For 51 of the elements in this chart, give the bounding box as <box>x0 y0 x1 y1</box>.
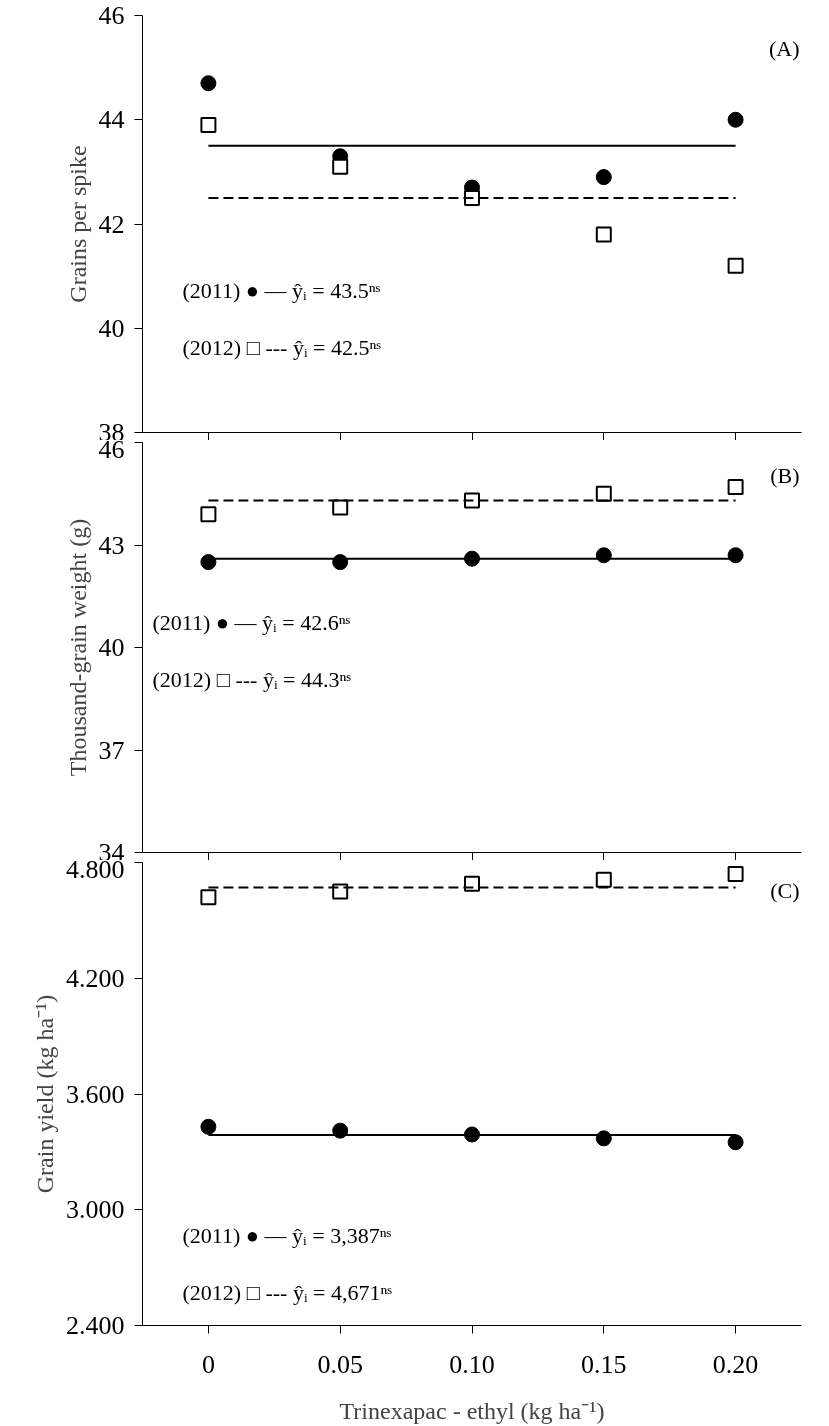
y-tick-label: 44 <box>98 105 125 135</box>
point <box>200 889 217 906</box>
y-tick-label: 40 <box>98 313 125 343</box>
point <box>595 169 612 186</box>
annotation: (C) <box>770 877 800 903</box>
point <box>595 485 612 502</box>
annotation: (2011) ● — ŷᵢ = 43.5ⁿˢ <box>182 277 381 303</box>
point <box>200 506 217 523</box>
point <box>200 75 217 92</box>
x-tick-label: 0.15 <box>581 1349 627 1379</box>
annotation: (B) <box>770 462 800 488</box>
y-tick-label: 2.400 <box>66 1311 125 1340</box>
point <box>727 257 744 274</box>
annotation: (2012) □ --- ŷᵢ = 4,671ⁿˢ <box>182 1279 393 1305</box>
y-tick-label: 43 <box>98 530 125 560</box>
y-tick-label: 37 <box>98 735 125 765</box>
annotation: (2011) ● — ŷᵢ = 3,387ⁿˢ <box>182 1222 392 1248</box>
y-tick-label: 3.600 <box>66 1079 125 1109</box>
point <box>727 478 744 495</box>
annotation: (A) <box>768 35 800 61</box>
y-tick-label: 42 <box>98 209 125 239</box>
x-tick-label: 0.20 <box>712 1349 759 1379</box>
x-axis-title: Trinexapac - ethyl (kg ha⁻¹) <box>339 1397 605 1424</box>
point <box>595 226 612 243</box>
point <box>464 875 480 892</box>
y-axis-title: Thousand-grain weight (g) <box>64 518 91 777</box>
point <box>200 1118 217 1135</box>
y-axis-title: Grains per spike <box>64 145 91 303</box>
y-axis-title: Grain yield (kg ha⁻¹) <box>32 994 58 1194</box>
point <box>464 492 480 509</box>
annotation: (2012) □ --- ŷᵢ = 44.3ⁿˢ <box>152 666 352 692</box>
point <box>464 189 480 206</box>
y-tick-label: 40 <box>98 633 125 662</box>
point <box>332 499 349 516</box>
x-tick-label: 0.10 <box>449 1349 495 1379</box>
y-tick-label: 3.000 <box>66 1195 125 1225</box>
annotation: (2011) ● — ŷᵢ = 42.6ⁿˢ <box>152 609 351 635</box>
point <box>332 883 349 900</box>
point <box>727 866 744 883</box>
point <box>727 111 744 128</box>
annotation: (2012) □ --- ŷᵢ = 42.5ⁿˢ <box>182 334 382 360</box>
y-tick-label: 4.200 <box>66 963 125 993</box>
x-tick-label: 0 <box>201 1349 215 1379</box>
point <box>200 116 217 133</box>
point <box>332 158 349 175</box>
x-tick-label: 0.05 <box>317 1349 363 1379</box>
point <box>727 1134 744 1151</box>
point <box>595 871 612 888</box>
y-tick-label: 46 <box>98 1 125 30</box>
point <box>727 547 744 564</box>
point <box>200 554 217 571</box>
